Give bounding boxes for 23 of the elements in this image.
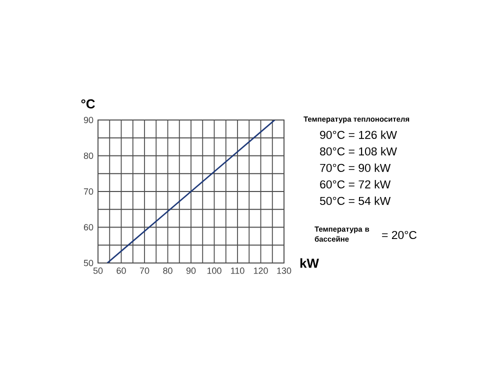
text: 60°C = 72 kW (320, 180, 391, 188)
y-tick-label: 90 (84, 116, 94, 124)
text: 50°C = 54 kW (320, 196, 391, 205)
line-series (106, 120, 276, 263)
y-tick-label: 60 (84, 224, 94, 230)
y-tick-label: 50 (84, 260, 94, 266)
text: 70°C = 90 kW (320, 164, 391, 172)
y-tick-label: 70 (84, 188, 94, 195)
x-tick-label: 60 (116, 268, 126, 274)
x-tick-label: 100 (207, 268, 222, 274)
x-tick-label: 110 (231, 268, 244, 274)
x-tick-label: 130 (277, 268, 292, 274)
x-tick-label: 90 (186, 268, 196, 274)
text: 80°C = 108 kW (320, 147, 397, 156)
text: 90°C = 126 kW (320, 130, 397, 139)
text: = 20°C (382, 230, 417, 240)
x-tick-label: 80 (163, 268, 172, 274)
x-axis-title: kW (300, 258, 319, 268)
y-tick-label: 80 (84, 152, 94, 159)
x-tick-label: 70 (140, 268, 150, 274)
y-axis-title: °C (81, 99, 95, 108)
x-tick-label: 120 (254, 268, 268, 274)
x-tick-label: 50 (93, 268, 103, 274)
